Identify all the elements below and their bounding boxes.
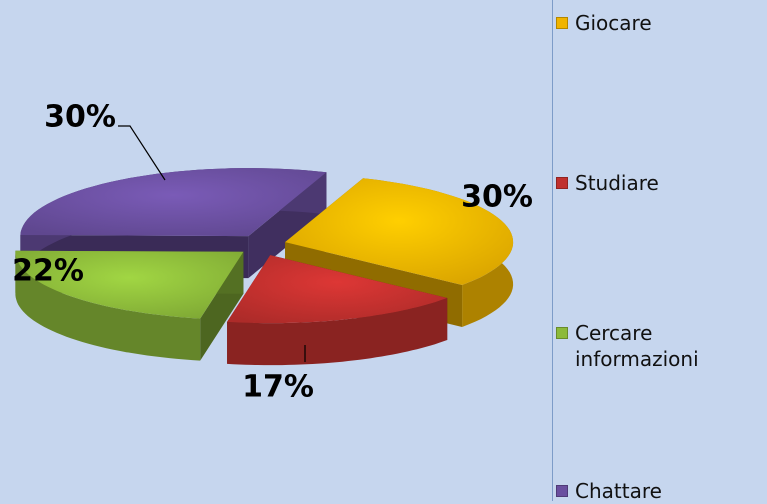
legend: Giocare Studiare Cercare informazioni Chatt… (552, 0, 767, 504)
leader-line (118, 125, 166, 181)
slice (15, 250, 244, 361)
legend-label: Giocare (575, 11, 652, 35)
legend-swatch (556, 485, 568, 497)
legend-item: Cercare informazioni (556, 320, 765, 372)
legend-label: Studiare (575, 171, 659, 195)
slice (227, 255, 448, 366)
slice-rim (227, 298, 448, 366)
legend-item: Studiare (556, 170, 765, 196)
slice-rim (15, 250, 201, 361)
slice-top (20, 168, 327, 237)
data-label: 30% (44, 100, 116, 135)
legend-item: Giocare (556, 10, 765, 36)
chart: 30% 17% 22% 30% (12, 100, 533, 405)
legend-label: Cercare informazioni (575, 321, 699, 371)
data-label: 22% (12, 254, 84, 289)
legend-item: Chattare (556, 478, 765, 504)
slice-top (227, 255, 448, 324)
data-label: 17% (242, 370, 314, 405)
legend-swatch (556, 177, 568, 189)
legend-swatch (556, 327, 568, 339)
data-label: 30% (461, 180, 533, 215)
slice-top (15, 250, 244, 319)
slice-top (285, 178, 514, 285)
legend-label: Chattare (575, 479, 662, 503)
legend-swatch (556, 17, 568, 29)
